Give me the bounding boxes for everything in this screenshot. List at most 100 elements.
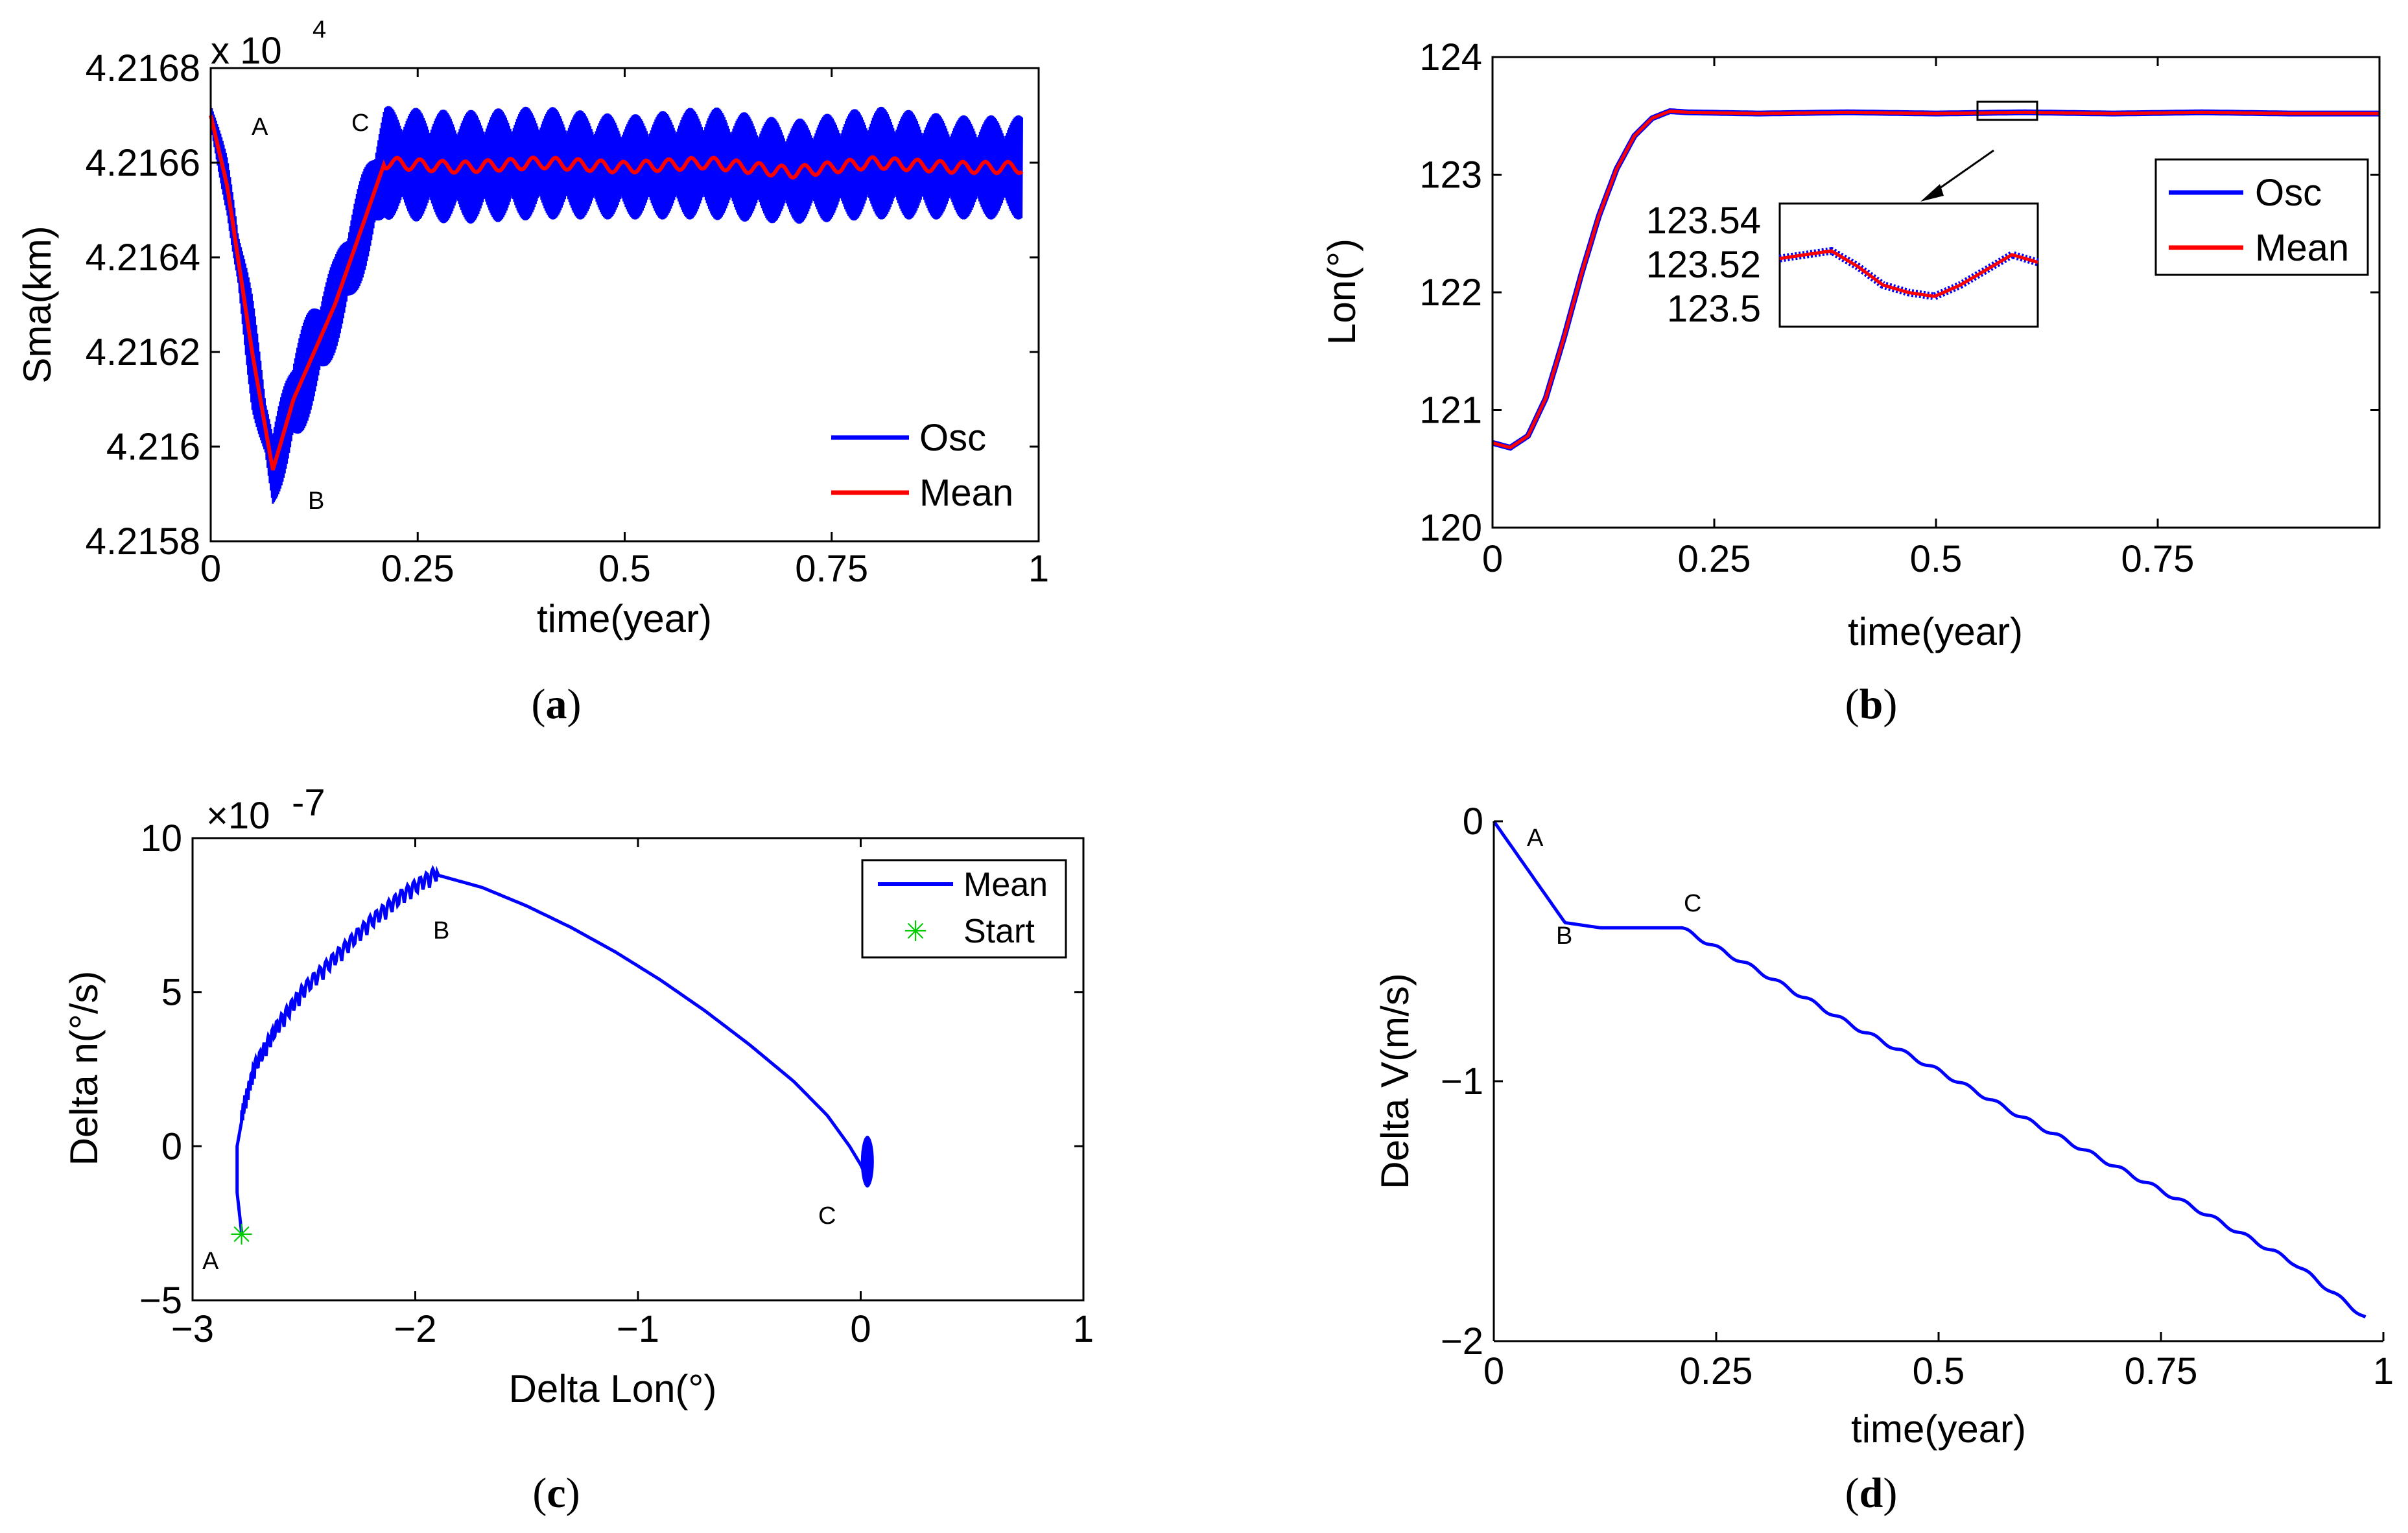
panel-a-multiplier-base: x 10 xyxy=(211,30,282,72)
panel-c-annotation-c: C xyxy=(818,1202,836,1230)
panel-b-ytick-label: 123 xyxy=(1419,154,1482,196)
start-marker: ✳ xyxy=(230,1219,254,1252)
panel-d-xtick-label: 0.5 xyxy=(1913,1350,1965,1392)
panel-c-plot-layer: ✳ xyxy=(230,865,874,1252)
panel-d-annotation-b: B xyxy=(1556,922,1572,950)
panel-a-multiplier-exp: 4 xyxy=(313,16,326,43)
panel-d-xtick-label: 1 xyxy=(2373,1350,2394,1392)
caption-a: (a) xyxy=(532,681,582,728)
panel-a-legend: Osc Mean xyxy=(831,417,1013,514)
panel-c-legend-start-label: Start xyxy=(963,913,1035,950)
panel-a-xlabel: time(year) xyxy=(537,597,712,640)
panel-c-xtick-label: −1 xyxy=(617,1308,659,1350)
panel-b-xtick-label: 0 xyxy=(1482,538,1503,580)
panel-a-annotation-c: C xyxy=(351,110,369,137)
panel-b-legend-mean-label: Mean xyxy=(2255,227,2349,269)
panel-c-ytick-label: 5 xyxy=(161,972,182,1014)
panel-a-tick-layer: 0 0.25 0.5 0.75 1 4.2158 4.216 4.2162 4.2164 4.21… xyxy=(86,47,1050,590)
panel-a-ytick-label: 4.2158 xyxy=(86,521,200,563)
panel-b-inset: 123.54 123.52 123.5 xyxy=(1646,200,2039,330)
panel-a-plot-layer xyxy=(209,104,1024,504)
panel-b-inset-ytick-1: 123.52 xyxy=(1646,244,1761,286)
panel-a-sma-chart: 0 0.25 0.5 0.75 1 4.2158 4.216 4.2162 4.2164 4.21… xyxy=(16,16,1049,640)
panel-b-legend-box xyxy=(2154,158,2369,276)
panel-c-ytick-label: 0 xyxy=(161,1125,182,1167)
panel-a-xtick-label: 0.5 xyxy=(598,548,651,590)
panel-c-legend-start-marker: ✳ xyxy=(904,915,928,948)
panel-a-legend-mean-label: Mean xyxy=(919,472,1013,514)
panel-c-legend-box xyxy=(861,859,1067,959)
panel-c-legend-mean-label: Mean xyxy=(963,866,1048,904)
panel-a-ytick-label: 4.2168 xyxy=(86,47,200,89)
mean-series-line xyxy=(1492,109,2379,450)
panel-c-multiplier-exp: -7 xyxy=(292,782,325,824)
inset-mean-series-line xyxy=(1779,249,2038,298)
panel-d-ytick-label: −2 xyxy=(1441,1320,1483,1363)
panel-b-xtick-label: 0.25 xyxy=(1678,538,1751,580)
panel-b-inset-plot-layer xyxy=(1779,246,2039,301)
panel-d-xtick-label: 0.25 xyxy=(1680,1350,1753,1392)
panel-d-xtick-label: 0 xyxy=(1483,1350,1504,1392)
panel-a-xtick-label: 0.25 xyxy=(381,548,454,590)
panel-d-ylabel: Delta V(m/s) xyxy=(1373,973,1417,1189)
osc-series-line xyxy=(209,104,1023,504)
panel-b-ytick-label: 122 xyxy=(1419,272,1482,314)
panel-d-xtick-label: 0.75 xyxy=(2125,1350,2198,1392)
mean-series-line xyxy=(209,115,1024,471)
panel-d-tick-layer: 0 0.25 0.5 0.75 1 −2 −1 0 xyxy=(1441,801,2394,1392)
panel-a-ylabel: Sma(km) xyxy=(16,226,59,383)
panel-c-phase-chart: ✳ −3 −2 −1 0 1 −5 0 5 10 ×10 -7 Delta Lon(°) Del… xyxy=(62,782,1094,1410)
panel-b-ytick-label: 120 xyxy=(1419,507,1482,549)
panel-b-inset-ytick-2: 123.5 xyxy=(1667,288,1761,330)
panel-b-xtick-label: 0.5 xyxy=(1910,538,1963,580)
panel-d-xlabel: time(year) xyxy=(1851,1407,2026,1451)
panel-c-legend: Mean ✳ Start xyxy=(861,859,1067,959)
panel-a-ytick-label: 4.2166 xyxy=(86,142,200,184)
caption-d: (d) xyxy=(1845,1469,1898,1517)
panel-b-legend-osc-label: Osc xyxy=(2255,172,2322,214)
panel-b-inset-ytick-0: 123.54 xyxy=(1646,200,1761,242)
panel-c-ylabel: Delta n(°/s) xyxy=(62,971,106,1166)
panel-c-multiplier-base: ×10 xyxy=(206,795,270,837)
panel-c-ytick-label: 10 xyxy=(140,817,182,860)
panel-c-ytick-label: −5 xyxy=(139,1280,182,1322)
panel-a-xtick-label: 1 xyxy=(1028,548,1049,590)
panel-a-legend-osc-label: Osc xyxy=(919,417,986,459)
caption-b: (b) xyxy=(1845,681,1898,728)
panel-d-deltav-chart: 0 0.25 0.5 0.75 1 −2 −1 0 time(year) Delta V(m/… xyxy=(1373,801,2394,1451)
panel-c-xtick-label: 0 xyxy=(850,1308,871,1350)
panel-c-xlabel: Delta Lon(°) xyxy=(509,1367,717,1410)
panel-b-xtick-label: 0.75 xyxy=(2121,538,2195,580)
panel-d-plot-layer xyxy=(1492,820,2367,1318)
panel-d-ytick-label: −1 xyxy=(1441,1060,1483,1103)
panel-b-lon-chart: 0 0.25 0.5 0.75 120 121 122 123 124 time(year) L… xyxy=(1320,36,2381,653)
panel-c-xtick-label: −2 xyxy=(394,1308,436,1350)
panel-d-annotation-c: C xyxy=(1684,890,1701,917)
panel-b-tick-layer: 0 0.25 0.5 0.75 120 121 122 123 124 xyxy=(1419,36,2379,580)
panel-a-annotation-a: A xyxy=(252,113,268,141)
panel-b-zoom-region-box xyxy=(1976,100,2038,121)
deltav-series-line xyxy=(1492,820,2367,1318)
panel-b-legend: Osc Mean xyxy=(2154,158,2369,276)
panel-c-xtick-label: 1 xyxy=(1073,1308,1094,1350)
panel-a-xtick-label: 0 xyxy=(200,548,221,590)
panel-a-ytick-label: 4.216 xyxy=(106,426,200,468)
panel-d-ytick-label: 0 xyxy=(1463,801,1483,843)
panel-c-tick-layer: −3 −2 −1 0 1 −5 0 5 10 xyxy=(139,817,1094,1350)
panel-b-zoom-arrow-head xyxy=(1920,184,1944,202)
panel-b-plot-layer xyxy=(1491,108,2379,451)
panel-b-ylabel: Lon(°) xyxy=(1320,239,1363,345)
endpoint-cluster xyxy=(860,1136,874,1188)
panel-b-ytick-label: 124 xyxy=(1419,36,1482,78)
panel-c-xtick-label: −3 xyxy=(171,1308,214,1350)
panel-c-annotation-a: A xyxy=(202,1248,219,1275)
panel-a-ytick-label: 4.2162 xyxy=(86,331,200,373)
caption-c: (c) xyxy=(532,1469,580,1517)
panel-c-annotation-b: B xyxy=(433,917,449,944)
panel-a-annotation-b: B xyxy=(308,487,324,515)
panel-b-ytick-label: 121 xyxy=(1419,390,1482,432)
panel-d-annotation-a: A xyxy=(1527,825,1544,852)
panel-a-xtick-label: 0.75 xyxy=(795,548,868,590)
panel-b-xlabel: time(year) xyxy=(1848,610,2023,653)
